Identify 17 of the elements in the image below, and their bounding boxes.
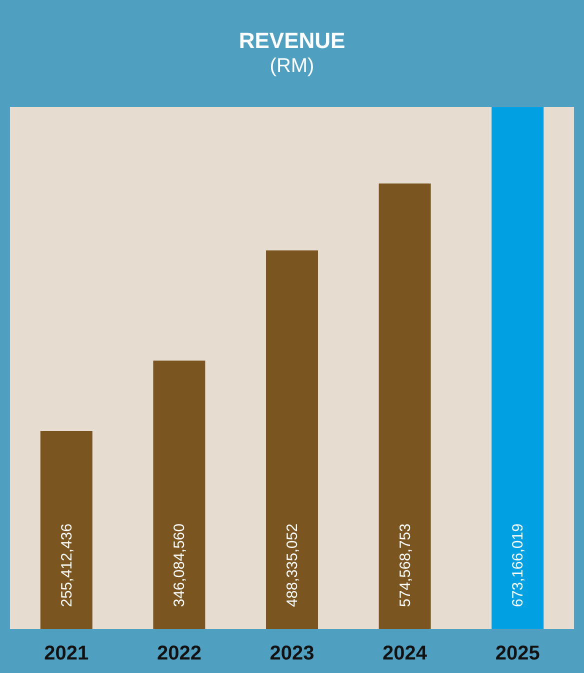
bar [40, 430, 92, 629]
data-label: 574,568,753 [396, 524, 414, 607]
chart-subtitle: (RM) [270, 55, 314, 77]
chart-title: REVENUE [238, 28, 346, 53]
x-tick-label: 2023 [270, 642, 314, 664]
x-tick-label: 2021 [44, 642, 89, 664]
bar [153, 360, 206, 629]
data-label: 255,412,436 [58, 524, 76, 607]
bar [378, 183, 431, 629]
data-label: 488,335,052 [284, 524, 301, 607]
data-label: 673,166,019 [510, 524, 527, 607]
data-label: 346,084,560 [171, 524, 188, 607]
bar [266, 250, 318, 629]
bar [492, 107, 544, 629]
x-tick-label: 2025 [495, 642, 540, 664]
x-tick-label: 2022 [156, 642, 202, 664]
x-tick-label: 2024 [382, 642, 428, 664]
